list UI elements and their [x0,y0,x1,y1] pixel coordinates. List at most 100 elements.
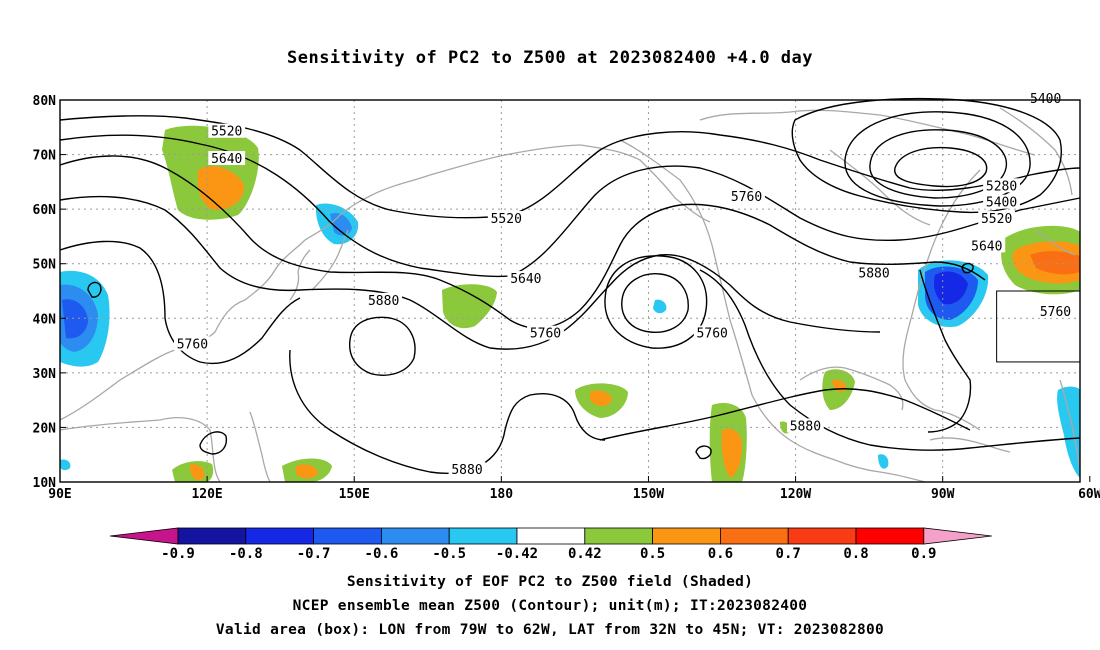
contour-5880-upper [59,195,881,350]
sensitivity-shading [60,125,1080,482]
colorbar-label: 0.7 [776,546,801,562]
contour-label: 5400 [986,196,1017,211]
contour-label: 5760 [177,338,208,353]
contour-label-bg [487,211,525,226]
coast-korea [289,249,311,301]
map-frame [59,99,1081,483]
map-title: Sensitivity of PC2 to Z500 at 2023082400… [286,48,813,68]
colorbar-segment [380,527,450,545]
contour-label: 5520 [981,212,1012,227]
contour-5880-closed-high [348,316,416,376]
lat-label: 60N [33,203,57,218]
colorbar-label: 0.6 [708,546,733,562]
coastlines [59,107,1081,483]
colorbar-label: -0.7 [297,546,331,562]
contour-low-mid [604,255,708,349]
contour-5760-box [919,269,972,433]
contour-label-bg [448,462,486,477]
lat-label: 70N [33,149,57,164]
contour-label-bg [507,271,545,286]
contour-label-bg [728,189,765,204]
contour-label: 5880 [451,463,482,478]
colorbar-label: 0.5 [640,546,665,562]
colorbar-low-arrow [109,527,179,545]
contour-label-bg [527,325,564,340]
shade-positive-east-pacific-core [721,428,742,478]
contour-label: 5760 [697,327,728,342]
contour-5640 [59,134,1081,278]
colorbar-segment [855,527,925,545]
lat-label: 40N [33,312,57,327]
contour-label: 5640 [211,152,242,167]
colorbar-segment [787,527,857,545]
coast-gulf [799,366,904,411]
lat-label: 30N [33,367,57,382]
coast-africa-west [1059,379,1081,471]
coast-europe [1034,229,1076,256]
contour-label: 5880 [790,419,821,434]
lon-label: 90W [931,487,955,502]
shade-positive-central-pacific-core [590,390,612,406]
shade-positive-east-asia-core [197,166,245,210]
colorbar-label: -0.6 [365,546,399,562]
contour-small-south [199,431,228,455]
coast-china [59,417,221,483]
contour-label: 5640 [971,239,1002,254]
shade-negative-east-coast-core [934,271,968,305]
shade-positive-north-atlantic-inner [1030,251,1080,275]
contour-label-bg [983,194,1020,209]
contour-label-bg [174,336,211,351]
lon-label: 120W [780,487,811,502]
contour-label: 5760 [731,190,762,205]
shade-negative-bottom-left [60,459,71,471]
caption-valid-area: Valid area (box): LON from 79W to 62W, L… [215,622,885,638]
contour-label: 5520 [491,212,522,227]
colorbar-segment [245,527,315,545]
contour-low-inner [621,273,689,333]
contour-5520-north [59,115,1081,219]
contour-label: 5760 [530,327,561,342]
contour-label: 5520 [211,125,242,140]
contour-label: 5640 [510,272,541,287]
colorbar-label: 0.9 [911,546,936,562]
colorbar-segment [448,527,518,545]
coast-taiwan-philippines [249,411,271,483]
shade-negative-gulf-alaska [653,299,667,314]
contour-label-bg [208,123,246,138]
lon-label: 120E [191,487,222,502]
lon-label: 60W [1078,487,1100,502]
contour-5760 [59,155,986,329]
colorbar-label: 0.8 [843,546,868,562]
colorbar-label: -0.9 [161,546,195,562]
contour-label-bg [365,292,403,307]
colorbar-segment [177,527,247,545]
contour-labels: 5520 5640 5520 5760 5640 5880 5760 5760 5880 5760… [174,91,1074,478]
lat-label: 10N [33,476,57,491]
colorbar-segment [652,527,721,545]
contour-label: 5880 [858,267,889,282]
contour-label-bg [855,265,893,280]
contour-label: 5760 [1040,305,1071,320]
contour-label-bg [1037,303,1074,318]
contour-label-bg [786,418,824,433]
contour-label-bg [1027,91,1065,105]
shade-negative-west-edge-inner [62,299,88,339]
colorbar-high-arrow [923,527,992,545]
coast-japan [311,229,349,291]
colorbar-label: -0.8 [229,546,263,562]
contour-5880-lower [289,349,606,474]
contour-label-bg [968,238,1006,253]
colorbar-label: 0.42 [568,546,602,562]
coast-hudson [829,149,931,226]
contour-5880-east-2 [699,269,1081,451]
lat-label: 20N [33,421,57,436]
shade-positive-north-pacific [442,284,497,329]
lon-label: 150E [339,487,370,502]
coast-central-america [789,439,926,483]
contour-label-bg [978,211,1016,226]
colorbar-segment [584,527,653,545]
contour-label-bg [693,325,731,340]
colorbar-segment [313,527,382,545]
shade-negative-bottom-small [878,454,889,469]
